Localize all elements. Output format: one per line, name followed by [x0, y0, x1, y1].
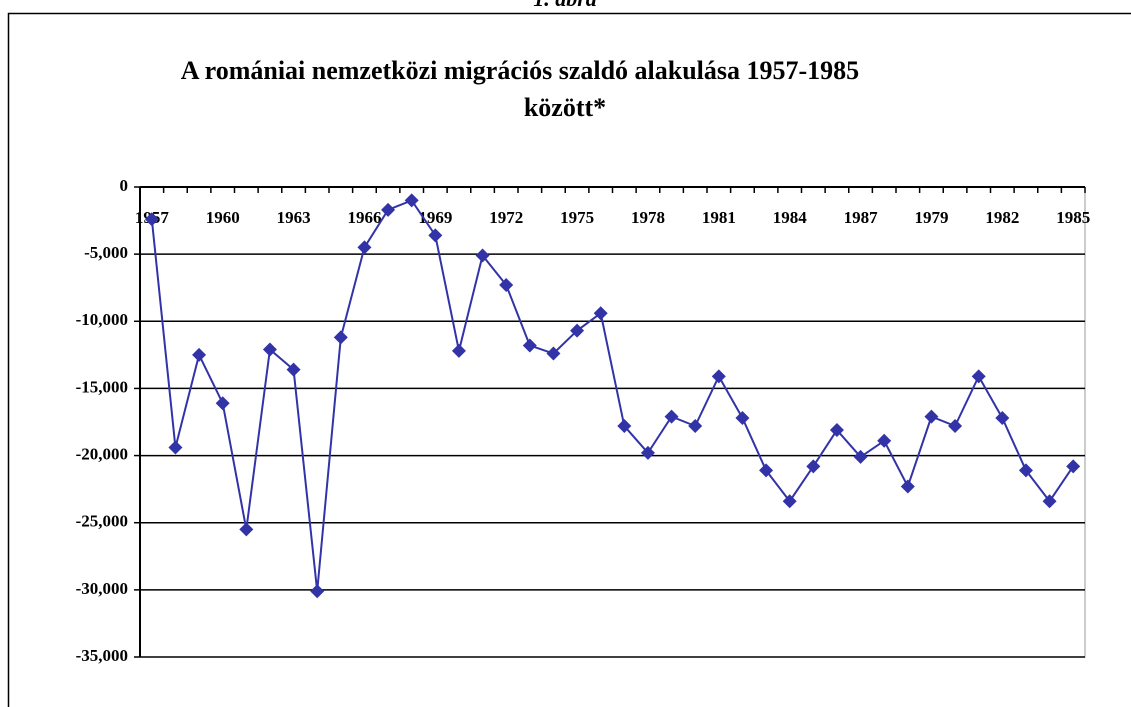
- data-point: [357, 240, 372, 255]
- data-line: [150, 199, 1075, 592]
- data-point: [877, 433, 892, 448]
- data-point: [853, 449, 868, 464]
- data-point: [995, 410, 1010, 425]
- data-point: [168, 440, 183, 455]
- data-point: [593, 306, 608, 321]
- x-tick-label: 1985: [1056, 208, 1090, 227]
- y-tick-label: -15,000: [76, 377, 128, 396]
- x-tick-label: 1981: [702, 208, 736, 227]
- caption: 1. ábra: [533, 0, 597, 11]
- data-point: [688, 419, 703, 434]
- y-tick-label: -10,000: [76, 310, 128, 329]
- data-point: [404, 193, 419, 208]
- data-point: [475, 248, 490, 263]
- data-point: [1042, 494, 1057, 509]
- x-tick-label: 1975: [560, 208, 594, 227]
- data-point: [144, 212, 159, 227]
- chart-title: között*: [524, 93, 606, 122]
- data-point: [570, 323, 585, 338]
- data-point: [239, 522, 254, 537]
- data-point: [829, 423, 844, 438]
- data-point: [310, 584, 325, 599]
- data-point: [759, 463, 774, 478]
- y-tick-label: -20,000: [76, 444, 128, 463]
- y-tick-label: -5,000: [84, 243, 128, 262]
- y-tick-label: -25,000: [76, 512, 128, 531]
- data-point: [640, 445, 655, 460]
- data-point: [971, 369, 986, 384]
- data-point: [617, 419, 632, 434]
- data-point: [215, 396, 230, 411]
- data-point: [735, 410, 750, 425]
- data-point: [522, 338, 537, 353]
- data-point: [381, 202, 396, 217]
- data-point: [262, 342, 277, 357]
- x-tick-label: 1979: [914, 208, 948, 227]
- data-point: [286, 362, 301, 377]
- x-tick-label: 1963: [277, 208, 311, 227]
- x-tick-label: 1984: [773, 208, 808, 227]
- x-tick-label: 1982: [985, 208, 1019, 227]
- data-point: [924, 409, 939, 424]
- chart-title: A romániai nemzetközi migrációs szaldó a…: [181, 56, 859, 85]
- data-point: [1066, 459, 1081, 474]
- data-point: [499, 278, 514, 293]
- plot-area: [139, 186, 1086, 658]
- data-point: [806, 459, 821, 474]
- x-tick-label: 1966: [347, 208, 381, 227]
- data-point: [900, 479, 915, 494]
- x-tick-label: 1960: [206, 208, 240, 227]
- y-tick-label: 0: [120, 176, 129, 195]
- y-tick-label: -30,000: [76, 579, 128, 598]
- data-point: [1018, 463, 1033, 478]
- data-point: [546, 346, 561, 361]
- data-point: [192, 347, 207, 362]
- data-point: [711, 369, 726, 384]
- data-point: [333, 330, 348, 345]
- data-point: [782, 494, 797, 509]
- x-tick-label: 1972: [489, 208, 523, 227]
- data-point: [948, 419, 963, 434]
- x-tick-label: 1987: [844, 208, 879, 227]
- data-point: [664, 409, 679, 424]
- x-tick-label: 1978: [631, 208, 665, 227]
- data-point: [451, 343, 466, 358]
- data-point: [428, 228, 443, 243]
- frame: [7, 12, 1131, 707]
- y-tick-label: -35,000: [76, 646, 128, 665]
